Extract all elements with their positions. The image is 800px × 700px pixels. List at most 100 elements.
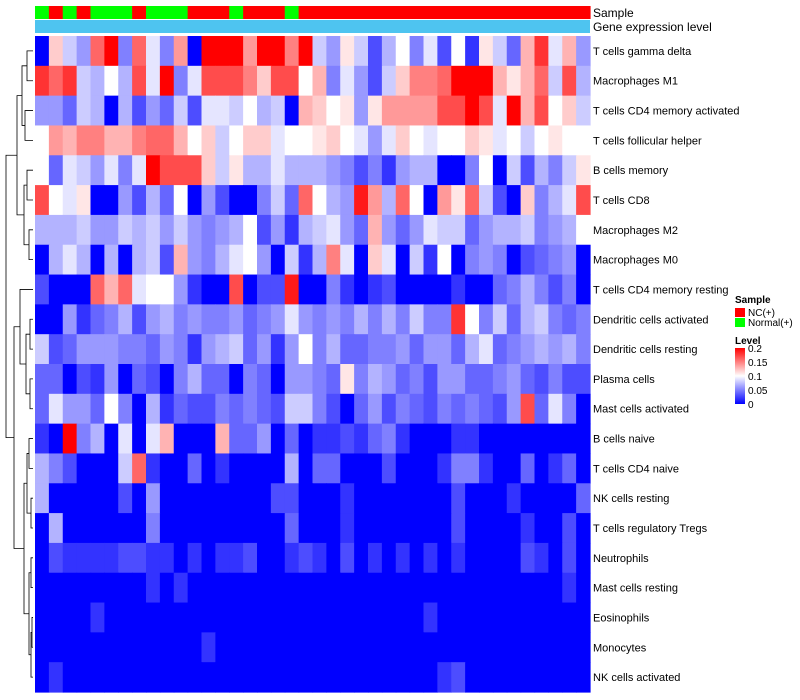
heatmap-cell — [48, 483, 64, 514]
heatmap-cell — [368, 274, 383, 305]
heatmap-cell — [548, 214, 563, 246]
heatmap-cell — [354, 423, 369, 455]
heatmap-cell — [187, 334, 203, 365]
heatmap-cell — [437, 65, 452, 97]
heatmap-cell — [298, 65, 314, 97]
heatmap-cell — [90, 513, 105, 544]
heatmap-cell — [437, 632, 452, 663]
heatmap-cell — [215, 483, 230, 514]
heatmap-cell — [243, 602, 258, 633]
heatmap-cell — [451, 542, 466, 574]
heatmap-cell — [159, 244, 175, 276]
heatmap-cell — [409, 453, 425, 484]
heatmap-cell — [423, 304, 438, 335]
heatmap-cell — [104, 36, 119, 67]
row-label: T cells regulatory Tregs — [593, 523, 708, 535]
heatmap-cell — [312, 662, 327, 693]
heatmap-cell — [548, 364, 563, 395]
heatmap-cell — [451, 423, 466, 455]
heatmap-cell — [409, 274, 425, 305]
heatmap-cell — [451, 65, 466, 97]
heatmap-cell — [520, 602, 536, 633]
heatmap-cell — [48, 334, 64, 365]
heatmap-cell — [257, 453, 272, 484]
heatmap-cell — [76, 65, 92, 97]
heatmap-cell — [201, 274, 216, 305]
heatmap-cell — [173, 304, 189, 335]
heatmap-cell — [62, 95, 78, 127]
heatmap-cell — [423, 662, 438, 693]
heatmap-cell — [159, 155, 175, 186]
sample-annotation-cell — [159, 6, 175, 19]
gene-expression-annotation-bar — [35, 20, 590, 33]
heatmap-cell — [395, 36, 411, 67]
heatmap-cell — [437, 244, 452, 276]
heatmap-cell — [381, 364, 397, 395]
heatmap-cell — [340, 572, 355, 604]
heatmap-cell — [340, 542, 355, 574]
heatmap-cell — [257, 36, 272, 67]
heatmap-cell — [298, 483, 314, 514]
heatmap-cell — [76, 214, 92, 246]
heatmap-cell — [201, 36, 216, 67]
row-label: Monocytes — [593, 642, 647, 654]
heatmap-cell — [576, 423, 591, 455]
sample-annotation-cell — [326, 6, 341, 19]
dendrogram-branch — [26, 169, 33, 201]
heatmap-cell — [118, 602, 133, 633]
heatmap-cell — [465, 632, 480, 663]
heatmap-cell — [395, 453, 411, 484]
heatmap-cell — [354, 542, 369, 574]
heatmap-cell — [215, 662, 230, 693]
heatmap-cell — [479, 244, 494, 276]
heatmap-cell — [146, 662, 161, 693]
heatmap-cell — [395, 364, 411, 395]
heatmap-cell — [576, 542, 591, 574]
heatmap-cell — [451, 334, 466, 365]
heatmap-cell — [257, 662, 272, 693]
heatmap-cell — [298, 513, 314, 544]
heatmap-cell — [35, 155, 50, 186]
heatmap-cell — [35, 214, 50, 246]
heatmap-cell — [368, 65, 383, 97]
heatmap-cell — [340, 602, 355, 633]
heatmap-cell — [146, 423, 161, 455]
row-label: T cells CD4 naive — [593, 463, 679, 475]
heatmap-cell — [35, 185, 50, 216]
heatmap-cell — [284, 36, 300, 67]
heatmap-cell — [437, 274, 452, 305]
heatmap-cell — [173, 155, 189, 186]
sample-annotation-cell — [146, 6, 161, 19]
heatmap-cell — [298, 542, 314, 574]
heatmap-cell — [146, 364, 161, 395]
heatmap-cell — [492, 274, 508, 305]
heatmap-cell — [35, 632, 50, 663]
heatmap-cell — [201, 393, 216, 425]
heatmap-cell — [132, 602, 147, 633]
heatmap-cell — [576, 334, 591, 365]
heatmap-cell — [479, 513, 494, 544]
heatmap-cell — [201, 602, 216, 633]
heatmap-cell — [326, 304, 341, 335]
heatmap-cell — [520, 513, 536, 544]
heatmap-cell — [187, 453, 203, 484]
heatmap-cell — [534, 602, 549, 633]
heatmap-cell — [479, 95, 494, 127]
heatmap-cell — [48, 393, 64, 425]
dendrogram-branch — [30, 557, 33, 589]
heatmap-cell — [229, 572, 244, 604]
heatmap-cell — [159, 662, 175, 693]
heatmap-cell — [312, 214, 327, 246]
row-labels: T cells gamma delta Macrophages M1 T cells… — [593, 46, 740, 684]
heatmap-cell — [173, 65, 189, 97]
heatmap-cell — [312, 185, 327, 216]
heatmap-cell — [35, 304, 50, 335]
heatmap-cell — [465, 125, 480, 156]
dendrogram-branch — [24, 110, 33, 141]
legend-sample-label: Normal(+) — [748, 318, 793, 329]
heatmap-cell — [506, 662, 522, 693]
heatmap-cell — [48, 602, 64, 633]
sample-annotation-cell — [576, 6, 591, 19]
heatmap-cells — [35, 36, 591, 693]
